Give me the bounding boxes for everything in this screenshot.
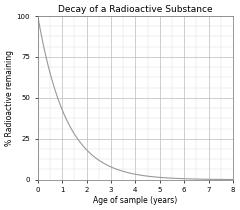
X-axis label: Age of sample (years): Age of sample (years) <box>93 196 177 205</box>
Title: Decay of a Radioactive Substance: Decay of a Radioactive Substance <box>58 5 213 14</box>
Y-axis label: % Radioactive remaining: % Radioactive remaining <box>5 50 14 146</box>
